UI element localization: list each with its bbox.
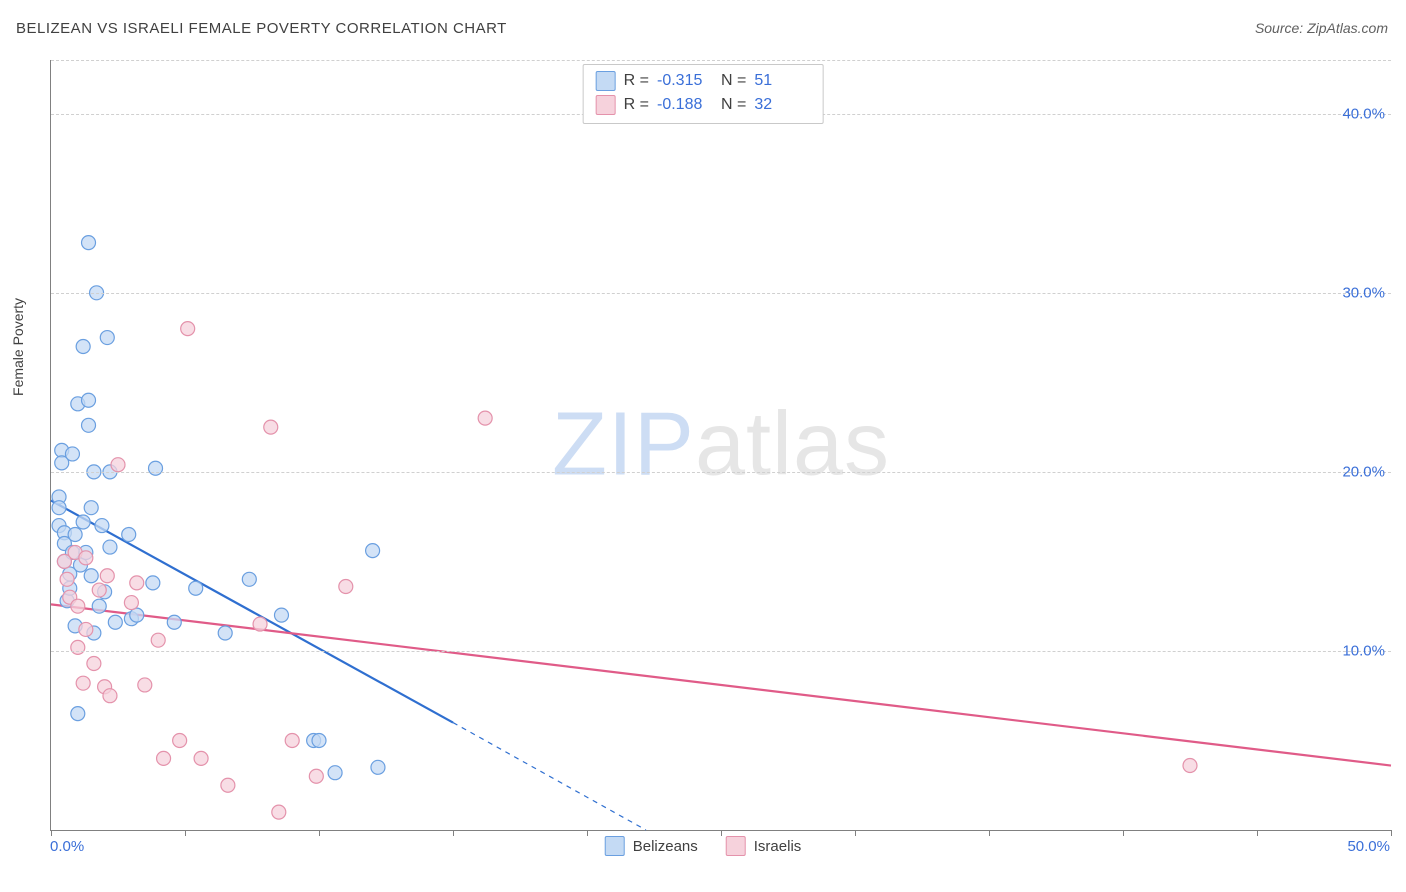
data-point (218, 626, 232, 640)
data-point (173, 733, 187, 747)
data-point (371, 760, 385, 774)
data-point (103, 540, 117, 554)
x-axis-min-label: 0.0% (50, 838, 84, 855)
data-point (339, 579, 353, 593)
x-tick (587, 830, 588, 836)
data-point (274, 608, 288, 622)
data-point (82, 393, 96, 407)
gridline (51, 472, 1391, 473)
series-swatch (596, 71, 616, 91)
legend-item: Israelis (726, 836, 802, 856)
series-swatch (605, 836, 625, 856)
data-point (95, 519, 109, 533)
legend-label: Belizeans (633, 838, 698, 855)
scatter-svg (51, 60, 1391, 830)
data-point (130, 608, 144, 622)
stats-row: R =-0.188N =32 (596, 93, 811, 117)
series-swatch (596, 95, 616, 115)
x-tick (185, 830, 186, 836)
data-point (111, 458, 125, 472)
legend-label: Israelis (754, 838, 802, 855)
trend-line-dashed (453, 723, 646, 830)
y-tick-label: 40.0% (1342, 105, 1385, 122)
data-point (103, 689, 117, 703)
gridline (51, 293, 1391, 294)
data-point (1183, 759, 1197, 773)
data-point (167, 615, 181, 629)
data-point (285, 733, 299, 747)
y-tick-label: 10.0% (1342, 642, 1385, 659)
data-point (79, 551, 93, 565)
plot-area: ZIPatlas 10.0%20.0%30.0%40.0% (50, 60, 1391, 831)
data-point (71, 707, 85, 721)
x-tick (319, 830, 320, 836)
x-tick (989, 830, 990, 836)
x-tick (1257, 830, 1258, 836)
x-tick (453, 830, 454, 836)
series-swatch (726, 836, 746, 856)
chart-title: BELIZEAN VS ISRAELI FEMALE POVERTY CORRE… (16, 20, 507, 37)
stats-row: R =-0.315N =51 (596, 69, 811, 93)
x-tick (1123, 830, 1124, 836)
data-point (87, 656, 101, 670)
x-tick (855, 830, 856, 836)
data-point (264, 420, 278, 434)
data-point (82, 236, 96, 250)
source-label: Source: ZipAtlas.com (1255, 20, 1388, 36)
x-axis-max-label: 50.0% (1347, 838, 1390, 855)
data-point (92, 583, 106, 597)
data-point (272, 805, 286, 819)
data-point (221, 778, 235, 792)
data-point (76, 676, 90, 690)
gridline (51, 60, 1391, 61)
data-point (124, 596, 138, 610)
data-point (242, 572, 256, 586)
data-point (108, 615, 122, 629)
y-axis-title: Female Poverty (10, 298, 26, 396)
data-point (65, 447, 79, 461)
y-tick-label: 30.0% (1342, 284, 1385, 301)
data-point (130, 576, 144, 590)
x-tick (51, 830, 52, 836)
data-point (194, 751, 208, 765)
data-point (328, 766, 342, 780)
data-point (76, 340, 90, 354)
stats-box: R =-0.315N =51R =-0.188N =32 (583, 64, 824, 124)
data-point (71, 640, 85, 654)
data-point (146, 576, 160, 590)
data-point (309, 769, 323, 783)
data-point (151, 633, 165, 647)
data-point (76, 515, 90, 529)
data-point (366, 544, 380, 558)
data-point (52, 501, 66, 515)
data-point (100, 569, 114, 583)
gridline (51, 651, 1391, 652)
data-point (84, 569, 98, 583)
data-point (157, 751, 171, 765)
legend-item: Belizeans (605, 836, 698, 856)
legend: Belizeans Israelis (605, 836, 802, 856)
data-point (253, 617, 267, 631)
data-point (79, 622, 93, 636)
trend-line (51, 604, 1391, 765)
data-point (478, 411, 492, 425)
data-point (84, 501, 98, 515)
data-point (181, 322, 195, 336)
data-point (189, 581, 203, 595)
data-point (71, 599, 85, 613)
data-point (138, 678, 152, 692)
data-point (122, 528, 136, 542)
data-point (312, 733, 326, 747)
y-tick-label: 20.0% (1342, 463, 1385, 480)
data-point (149, 461, 163, 475)
data-point (82, 418, 96, 432)
data-point (60, 572, 74, 586)
data-point (100, 331, 114, 345)
data-point (92, 599, 106, 613)
data-point (68, 528, 82, 542)
x-tick (1391, 830, 1392, 836)
